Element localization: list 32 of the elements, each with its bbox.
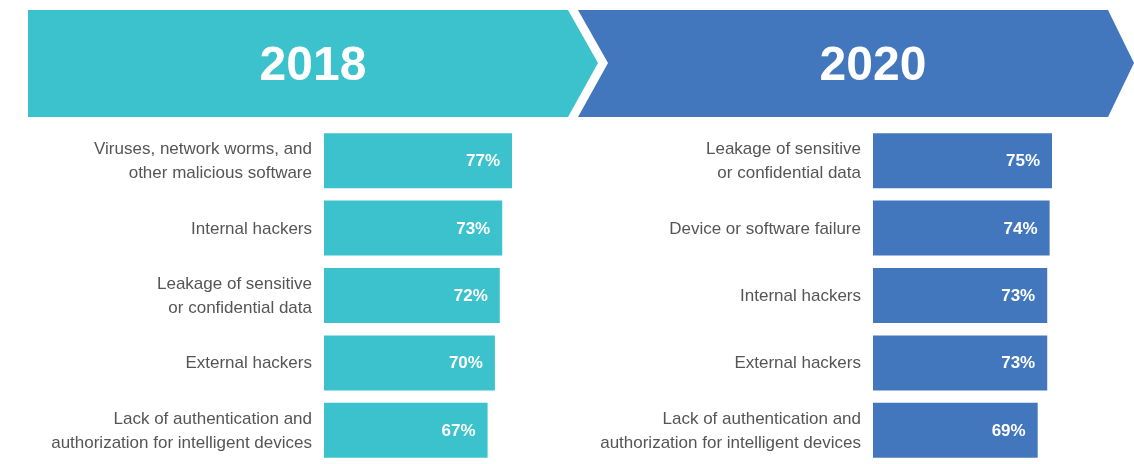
bar — [873, 133, 1052, 189]
y-tick-label: Internal hackers — [740, 286, 861, 305]
chart-title: 2020 — [818, 36, 928, 92]
data-label: 74% — [1003, 218, 1038, 238]
y-tick-label: Internal hackers — [191, 218, 312, 238]
bar — [324, 268, 500, 323]
data-label: 70% — [448, 353, 483, 373]
y-tick-label: Leakage of sensitive or confidential data — [706, 139, 862, 183]
y-tick-label: External hackers — [185, 353, 312, 373]
y-tick-label: Viruses, network worms, and other malicious software — [94, 139, 312, 183]
bar — [324, 133, 512, 189]
bar — [873, 200, 1050, 256]
bar — [873, 402, 1038, 458]
y-tick-label: Device or software failure — [669, 218, 861, 238]
bar — [324, 200, 503, 256]
data-label: 73% — [456, 218, 491, 238]
data-label: 69% — [991, 420, 1026, 440]
y-tick-label: Lack of authentication and authorization for intelligent devices — [600, 408, 861, 452]
data-label: 77% — [465, 151, 500, 171]
chart-title: 2018 — [258, 36, 368, 92]
data-label: 67% — [441, 420, 476, 440]
bar — [873, 268, 1048, 323]
y-tick-label: Lack of authentication and authorization for intelligent devices — [51, 408, 312, 452]
y-tick-label: Leakage of sensitive or confidential data — [157, 274, 313, 317]
data-label: 73% — [1001, 353, 1036, 373]
bar — [324, 335, 495, 391]
y-tick-label: External hackers — [734, 353, 861, 373]
data-label: 75% — [1005, 151, 1040, 171]
data-label: 72% — [453, 286, 488, 305]
data-label: 73% — [1001, 286, 1036, 305]
bar — [324, 402, 488, 458]
bar — [873, 335, 1048, 391]
